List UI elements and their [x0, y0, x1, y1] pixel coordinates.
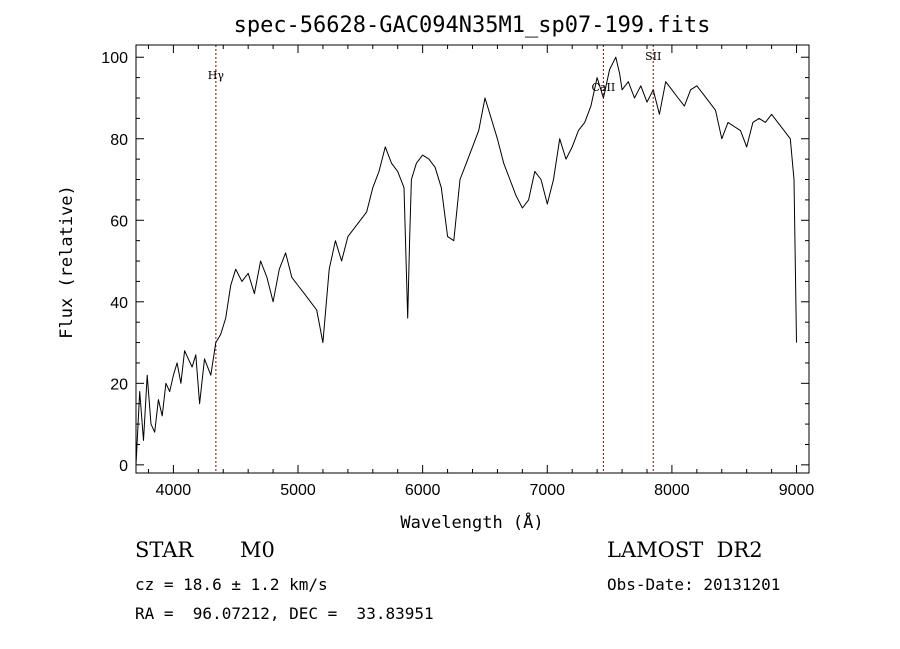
spectral-line-label: SII — [645, 50, 661, 63]
x-tick-label: 9000 — [779, 482, 815, 499]
spectral-line-label: Hγ — [208, 69, 225, 82]
x-tick-label: 6000 — [405, 482, 441, 499]
y-tick-label: 100 — [101, 50, 128, 67]
x-tick-label: 4000 — [156, 482, 192, 499]
redshift-info: cz = 18.6 ± 1.2 km/s — [135, 575, 328, 594]
object-type: STAR — [135, 538, 194, 562]
chart-title: spec-56628-GAC094N35M1_sp07-199.fits — [234, 13, 711, 38]
spectrum-series-line — [135, 56, 797, 465]
x-axis-label: Wavelength (Å) — [400, 511, 543, 533]
coordinates: RA = 96.07212, DEC = 33.83951 — [135, 604, 434, 623]
spectral-subclass: M0 — [240, 538, 275, 562]
x-tick-label: 8000 — [654, 482, 690, 499]
y-axis-label: Flux (relative) — [57, 185, 77, 339]
plot-frame — [135, 44, 810, 474]
y-tick-label: 40 — [110, 295, 128, 312]
x-tick-label: 5000 — [280, 482, 316, 499]
obs-date: Obs-Date: 20131201 — [607, 575, 781, 594]
x-tick-label: 7000 — [529, 482, 565, 499]
survey-name: LAMOST DR2 — [607, 538, 763, 562]
y-tick-label: 20 — [110, 376, 128, 393]
spectral-line-label: CaII — [592, 81, 616, 94]
y-tick-label: 0 — [119, 458, 128, 475]
y-tick-label: 60 — [110, 213, 128, 230]
y-tick-label: 80 — [110, 132, 128, 149]
